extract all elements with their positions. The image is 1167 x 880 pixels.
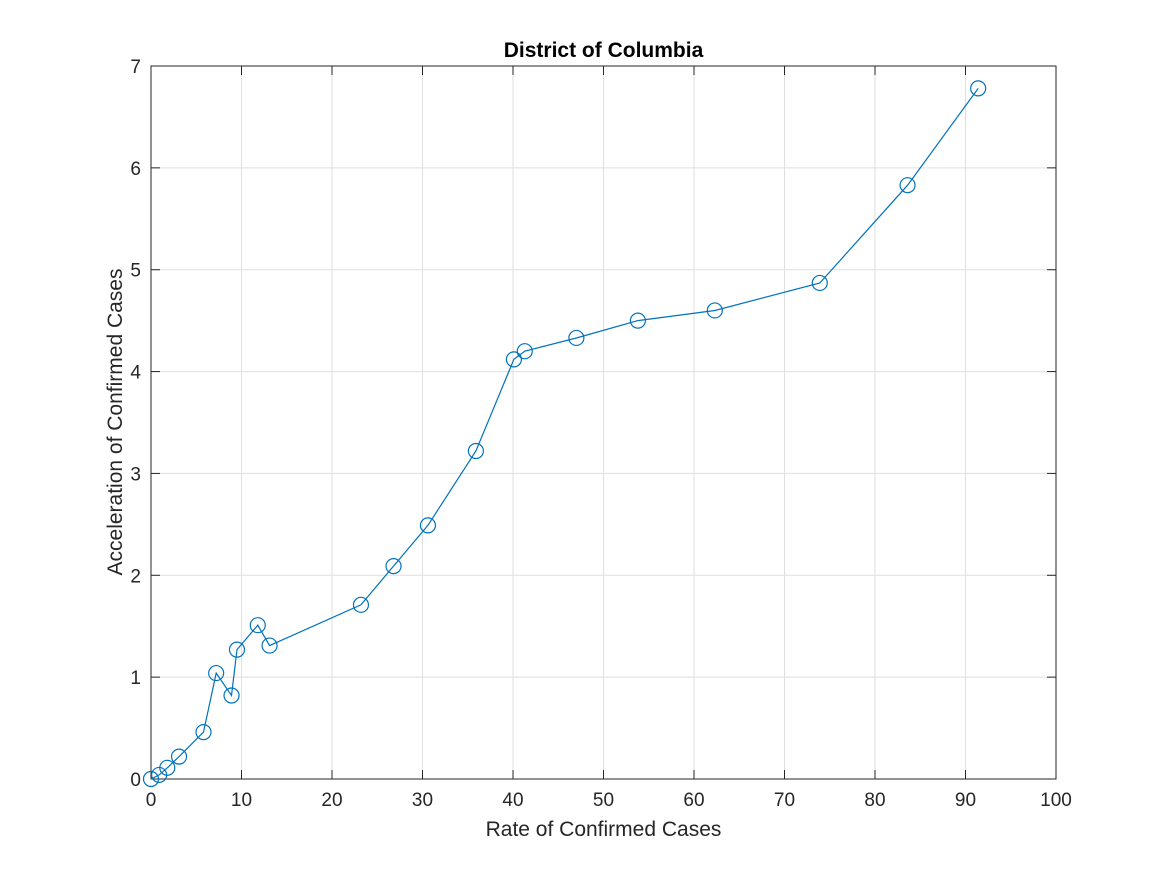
x-tick-label: 20 xyxy=(321,790,342,811)
series-line xyxy=(150,88,979,780)
data-point-marker xyxy=(261,637,278,654)
x-tick-label: 0 xyxy=(146,790,157,811)
data-point-marker xyxy=(505,351,523,368)
data-markers xyxy=(142,80,987,788)
x-tick-label: 30 xyxy=(412,790,433,811)
y-tick-label: 2 xyxy=(130,566,141,587)
y-tick-label: 3 xyxy=(130,464,141,485)
data-point-marker xyxy=(419,517,437,534)
data-point-marker xyxy=(249,617,266,634)
data-point-marker xyxy=(208,664,225,682)
x-axis-label: Rate of Confirmed Cases xyxy=(486,818,722,841)
y-tick-label: 6 xyxy=(130,159,141,180)
x-tick-label: 60 xyxy=(683,790,704,811)
data-point-marker xyxy=(195,724,212,741)
data-point-marker xyxy=(899,177,916,194)
x-tick-label: 50 xyxy=(593,790,614,811)
data-point-marker xyxy=(568,329,585,347)
data-point-marker xyxy=(385,558,402,575)
y-tick-label: 0 xyxy=(130,770,141,791)
data-point-marker xyxy=(223,687,240,704)
axis-ticks: 0 10 20 30 40 50 60 70 80 90 100 0 1 2 3 4 5 6 7 xyxy=(130,57,1071,811)
y-tick-label: 5 xyxy=(130,261,141,282)
data-point-marker xyxy=(970,80,987,97)
x-tick-label: 100 xyxy=(1040,790,1072,811)
x-tick-label: 10 xyxy=(231,790,252,811)
x-tick-label: 90 xyxy=(955,790,976,811)
x-tick-label: 70 xyxy=(774,790,795,811)
series-line-0 xyxy=(150,88,979,780)
y-tick-label: 4 xyxy=(130,363,141,384)
chart-title: District of Columbia xyxy=(504,39,704,62)
data-point-marker xyxy=(706,302,723,319)
data-point-marker xyxy=(159,759,176,776)
data-point-marker xyxy=(352,596,370,613)
data-point-marker xyxy=(467,442,484,460)
y-tick-label: 1 xyxy=(130,668,141,689)
data-point-marker xyxy=(811,274,828,292)
data-point-marker xyxy=(170,748,188,765)
data-point-marker xyxy=(629,312,646,329)
data-point-marker xyxy=(142,770,160,788)
y-tick-label: 7 xyxy=(130,57,141,78)
x-tick-label: 80 xyxy=(864,790,885,811)
data-point-marker xyxy=(516,343,533,360)
y-axis-label: Acceleration of Confirmed Cases xyxy=(104,269,127,576)
x-tick-label: 40 xyxy=(502,790,523,811)
data-point-marker xyxy=(228,641,246,658)
